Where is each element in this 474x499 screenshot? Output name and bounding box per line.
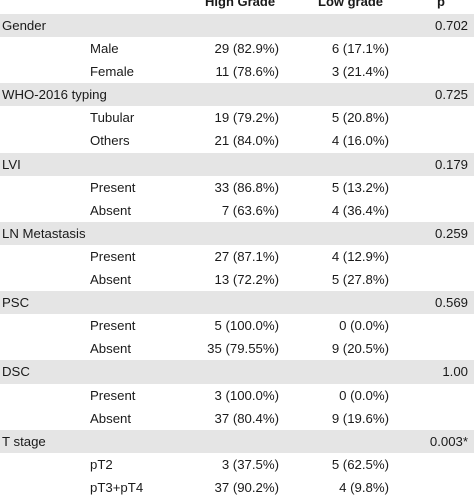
row-low-grade: 5 (20.8%) (331, 110, 389, 126)
row-high-grade: 21 (84.0%) (214, 133, 279, 149)
row-category: LN Metastasis (2, 225, 86, 241)
row-p-value: 0.179 (434, 156, 468, 172)
table-row: Tubular 19 (79.2%) 5 (20.8%) (0, 106, 474, 129)
row-high-grade: 33 (86.8%) (214, 179, 279, 195)
row-high-grade: 3 (100.0%) (214, 387, 279, 403)
row-high-grade: 37 (80.4%) (214, 410, 279, 426)
row-low-grade: 6 (17.1%) (331, 41, 389, 57)
table-row: Female 11 (78.6%) 3 (21.4%) (0, 60, 474, 83)
row-high-grade: 19 (79.2%) (214, 110, 279, 126)
table-row: Absent 35 (79.55%) 9 (20.5%) (0, 337, 474, 360)
table-row: Present 5 (100.0%) 0 (0.0%) (0, 314, 474, 337)
row-high-grade: 37 (90.2%) (214, 479, 279, 495)
row-subcategory: pT3+pT4 (90, 479, 144, 495)
table-body: Gender 0.702 Male 29 (82.9%) 6 (17.1%) Female… (0, 14, 474, 499)
table-row: Present 27 (87.1%) 4 (12.9%) (0, 245, 474, 268)
row-category: LVI (2, 156, 21, 172)
row-category: Gender (2, 18, 46, 33)
header-p-value: p (437, 0, 445, 9)
row-p-value: 0.702 (434, 18, 468, 33)
row-subcategory: Present (90, 387, 136, 403)
row-p-value: 0.259 (434, 225, 468, 241)
table-row: pT2 3 (37.5%) 5 (62.5%) (0, 453, 474, 476)
row-subcategory: Absent (90, 410, 132, 426)
row-subcategory: Others (90, 133, 130, 149)
row-low-grade: 4 (16.0%) (331, 133, 389, 149)
table-category-row: DSC 1.00 (0, 360, 474, 384)
row-low-grade: 3 (21.4%) (331, 64, 389, 80)
row-high-grade: 27 (87.1%) (214, 248, 279, 264)
table-row: Male 29 (82.9%) 6 (17.1%) (0, 37, 474, 60)
row-subcategory: Absent (90, 341, 132, 357)
row-subcategory: Present (90, 179, 136, 195)
row-high-grade: 13 (72.2%) (214, 272, 279, 288)
row-category: PSC (2, 295, 30, 311)
row-subcategory: Present (90, 318, 136, 334)
table-row: Present 33 (86.8%) 5 (13.2%) (0, 176, 474, 199)
table-row: Absent 37 (80.4%) 9 (19.6%) (0, 407, 474, 430)
table-row: Absent 13 (72.2%) 5 (27.8%) (0, 268, 474, 291)
row-subcategory: Female (90, 64, 134, 80)
table-category-row: Gender 0.702 (0, 14, 474, 38)
row-low-grade: 5 (27.8%) (331, 272, 389, 288)
row-low-grade: 9 (19.6%) (331, 410, 389, 426)
row-subcategory: pT2 (90, 456, 113, 472)
row-p-value: 0.725 (434, 87, 468, 103)
row-subcategory: Present (90, 248, 136, 264)
header-high-grade: High Grade (205, 0, 276, 9)
row-low-grade: 9 (20.5%) (331, 341, 389, 357)
row-high-grade: 7 (63.6%) (221, 202, 279, 218)
table-category-row: LN Metastasis 0.259 (0, 221, 474, 245)
row-high-grade: 11 (78.6%) (215, 64, 279, 80)
table-header: High Grade Low grade p (0, 0, 474, 14)
row-high-grade: 35 (79.55%) (207, 341, 279, 357)
row-low-grade: 0 (0.0%) (339, 318, 389, 334)
row-category: T stage (2, 433, 46, 449)
table-row: pT3+pT4 37 (90.2%) 4 (9.8%) (0, 476, 474, 499)
row-low-grade: 4 (36.4%) (331, 202, 389, 218)
row-low-grade: 0 (0.0%) (339, 387, 389, 403)
row-low-grade: 5 (13.2%) (331, 179, 389, 195)
row-p-value: 1.00 (442, 364, 468, 380)
row-high-grade: 5 (100.0%) (214, 318, 279, 334)
table-category-row: T stage 0.003* (0, 429, 474, 453)
row-category: DSC (2, 364, 30, 380)
row-low-grade: 4 (9.8%) (339, 479, 389, 495)
row-subcategory: Male (90, 41, 119, 57)
table-category-row: WHO-2016 typing 0.725 (0, 83, 474, 107)
row-p-value: 0.569 (434, 295, 468, 311)
table-row: Absent 7 (63.6%) 4 (36.4%) (0, 199, 474, 222)
row-low-grade: 4 (12.9%) (331, 248, 389, 264)
row-high-grade: 29 (82.9%) (214, 41, 279, 57)
row-subcategory: Absent (90, 202, 132, 218)
row-subcategory: Tubular (90, 110, 135, 126)
row-low-grade: 5 (62.5%) (331, 456, 389, 472)
table-row: Present 3 (100.0%) 0 (0.0%) (0, 384, 474, 407)
row-category: WHO-2016 typing (2, 87, 107, 103)
row-high-grade: 3 (37.5%) (221, 456, 279, 472)
table-category-row: LVI 0.179 (0, 152, 474, 176)
row-p-value: 0.003* (429, 433, 468, 449)
header-low-grade: Low grade (318, 0, 384, 9)
table-category-row: PSC 0.569 (0, 291, 474, 315)
row-subcategory: Absent (90, 272, 132, 288)
table-row: Others 21 (84.0%) 4 (16.0%) (0, 129, 474, 152)
